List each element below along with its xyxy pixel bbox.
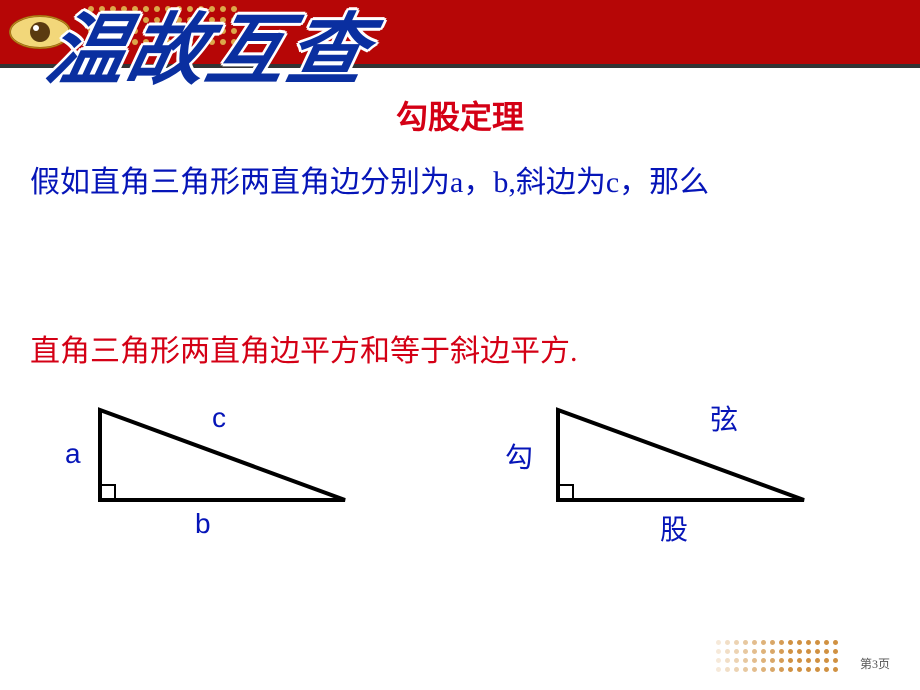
label-gu: 股 (660, 508, 688, 548)
page-number: 第3页 (860, 655, 890, 672)
footer-dot (806, 658, 811, 663)
footer-dot (806, 667, 811, 672)
label-a: a (65, 438, 81, 470)
footer-dot (779, 658, 784, 663)
label-b: b (195, 508, 211, 540)
footer-dot (833, 649, 838, 654)
footer-dot (824, 658, 829, 663)
footer-dot (815, 649, 820, 654)
footer-dot (797, 649, 802, 654)
footer-dot (824, 649, 829, 654)
footer-dot (716, 667, 721, 672)
footer-dot (725, 640, 730, 645)
footer-dot (833, 640, 838, 645)
footer-dot (725, 667, 730, 672)
footer-dot (833, 667, 838, 672)
footer-dot (797, 658, 802, 663)
triangle-right (558, 410, 804, 500)
footer-dot (716, 649, 721, 654)
footer-dot (752, 658, 757, 663)
footer-dot (734, 658, 739, 663)
footer-dot (761, 667, 766, 672)
footer-dot (752, 649, 757, 654)
footer-dot (743, 649, 748, 654)
footer-dot (833, 658, 838, 663)
footer-dot (761, 640, 766, 645)
footer-dot (824, 640, 829, 645)
footer-dot (806, 640, 811, 645)
footer-dot (734, 640, 739, 645)
label-c: c (212, 402, 226, 434)
footer-dot (770, 649, 775, 654)
footer-dot (743, 640, 748, 645)
footer-dot (815, 658, 820, 663)
footer-dot (743, 667, 748, 672)
footer-dot (725, 649, 730, 654)
footer-dot (788, 658, 793, 663)
footer-dot (815, 640, 820, 645)
footer-dot-grid (716, 640, 840, 674)
right-angle-marker-right (558, 485, 573, 500)
label-xian: 弦 (710, 398, 738, 438)
triangles-svg (0, 0, 920, 620)
footer-dot (779, 640, 784, 645)
footer-dot (725, 658, 730, 663)
footer-dot (824, 667, 829, 672)
footer-dot (734, 667, 739, 672)
footer-dot (779, 667, 784, 672)
footer-dot (797, 667, 802, 672)
footer-dot (761, 658, 766, 663)
footer-dot (716, 658, 721, 663)
footer-dot (788, 667, 793, 672)
footer-dot (770, 640, 775, 645)
footer-dot (797, 640, 802, 645)
footer-dot (788, 640, 793, 645)
footer-dot (761, 649, 766, 654)
footer-dot (770, 667, 775, 672)
footer-dot (752, 640, 757, 645)
footer-dot (788, 649, 793, 654)
footer-dot (770, 658, 775, 663)
footer-dot (815, 667, 820, 672)
footer-dot (743, 658, 748, 663)
right-angle-marker-left (100, 485, 115, 500)
footer-dot (806, 649, 811, 654)
footer-dot (716, 640, 721, 645)
footer-dot (752, 667, 757, 672)
footer-dot (779, 649, 784, 654)
label-gou: 勾 (505, 436, 533, 476)
footer-dot (734, 649, 739, 654)
